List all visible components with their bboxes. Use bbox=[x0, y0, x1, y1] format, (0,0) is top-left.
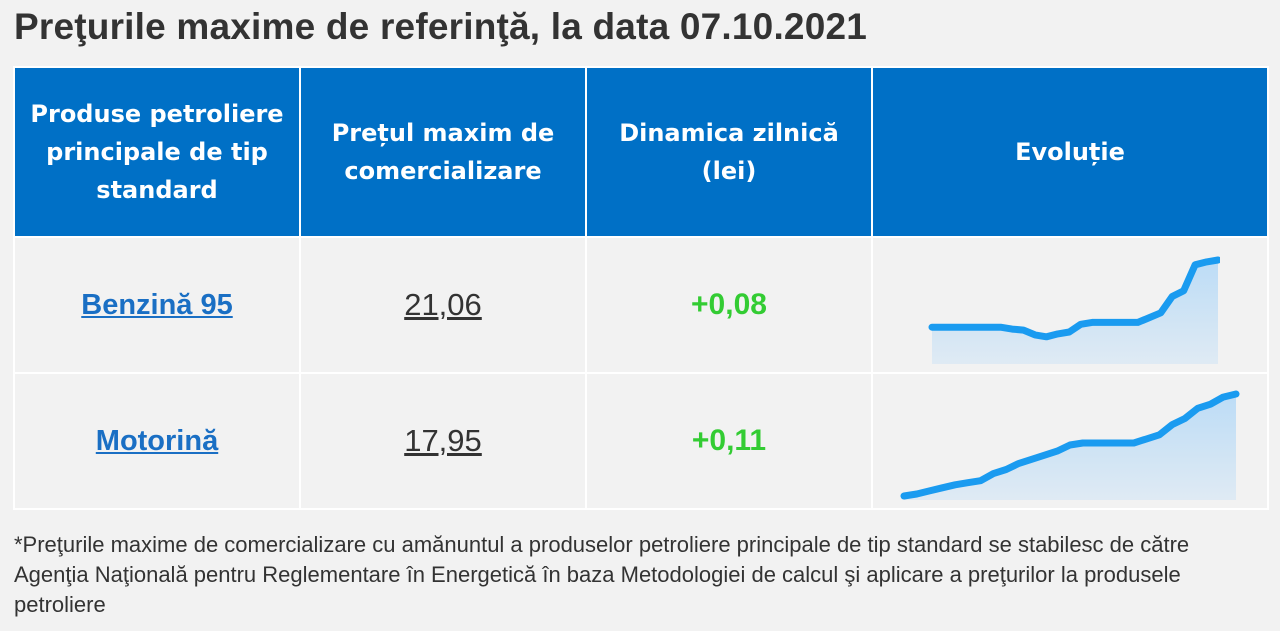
header-daily-change-label: Dinamica zilnică (lei) bbox=[619, 119, 839, 185]
cell-daily-change: +0,11 bbox=[585, 372, 873, 510]
sparkline-area bbox=[932, 260, 1218, 364]
header-price-label: Prețul maxim de comercializare bbox=[331, 119, 555, 185]
product-link-motorina[interactable]: Motorină bbox=[95, 424, 219, 457]
cell-daily-change: +0,08 bbox=[585, 236, 873, 374]
table-header-row: Produse petroliere principale de tip sta… bbox=[13, 66, 1269, 238]
sparkline-chart bbox=[928, 256, 1220, 364]
header-daily-change: Dinamica zilnică (lei) bbox=[585, 66, 873, 238]
header-product: Produse petroliere principale de tip sta… bbox=[13, 66, 301, 238]
table-row: Motorină 17,95 +0,11 bbox=[13, 372, 1269, 510]
prices-table: Produse petroliere principale de tip sta… bbox=[13, 66, 1269, 510]
cell-price: 21,06 bbox=[299, 236, 587, 374]
cell-price: 17,95 bbox=[299, 372, 587, 510]
header-evolution-label: Evoluție bbox=[1015, 138, 1125, 166]
cell-evolution bbox=[871, 236, 1269, 374]
table-row: Benzină 95 21,06 +0,08 bbox=[13, 236, 1269, 374]
daily-change-value: +0,11 bbox=[691, 424, 767, 457]
header-price: Prețul maxim de comercializare bbox=[299, 66, 587, 238]
sparkline-line bbox=[928, 256, 1220, 341]
price-value[interactable]: 17,95 bbox=[404, 423, 482, 458]
daily-change-value: +0,08 bbox=[691, 288, 767, 321]
cell-product: Benzină 95 bbox=[13, 236, 301, 374]
header-product-label: Produse petroliere principale de tip sta… bbox=[30, 100, 284, 204]
footnote: *Preţurile maxime de comercializare cu a… bbox=[14, 532, 1190, 617]
header-evolution: Evoluție bbox=[871, 66, 1269, 238]
sparkline-chart bbox=[900, 390, 1240, 500]
price-value[interactable]: 21,06 bbox=[404, 287, 482, 322]
sparkline-line bbox=[900, 390, 1240, 500]
cell-evolution bbox=[871, 372, 1269, 510]
cell-product: Motorină bbox=[13, 372, 301, 510]
page-title: Preţurile maxime de referinţă, la data 0… bbox=[14, 6, 868, 47]
product-link-benzina[interactable]: Benzină 95 bbox=[81, 288, 233, 321]
